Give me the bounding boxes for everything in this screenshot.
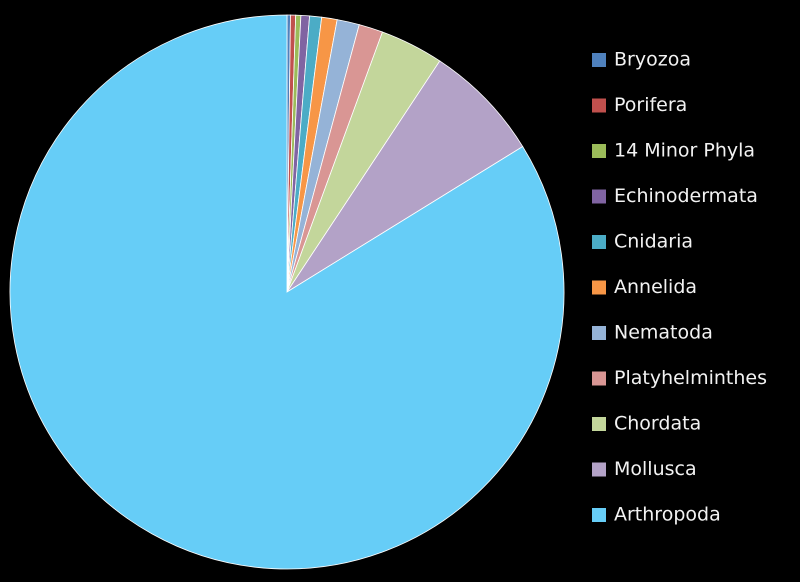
legend-label: Platyhelminthes [614, 367, 767, 389]
legend-swatch [592, 189, 606, 204]
pie-slice [9, 14, 565, 570]
legend-swatch [592, 98, 606, 113]
legend-label: Echinodermata [614, 185, 758, 207]
legend-label: Mollusca [614, 458, 697, 480]
legend-label: Arthropoda [614, 504, 721, 526]
legend-label: Cnidaria [614, 231, 693, 253]
legend-swatch [592, 53, 606, 67]
legend-label: 14 Minor Phyla [614, 140, 755, 162]
legend-label: Annelida [614, 276, 697, 298]
legend-swatch [592, 462, 606, 477]
pie-slice [286, 60, 524, 293]
legend-swatch [592, 417, 606, 431]
legend-swatch [592, 144, 606, 158]
legend-swatch [592, 326, 606, 340]
legend-swatch [592, 508, 606, 522]
legend-swatch [592, 280, 606, 295]
legend-label: Bryozoa [614, 49, 691, 71]
legend-swatch [592, 235, 606, 249]
legend-label: Nematoda [614, 322, 713, 344]
legend-label: Chordata [614, 413, 701, 435]
legend-label: Porifera [614, 94, 687, 116]
legend-swatch [592, 371, 606, 386]
